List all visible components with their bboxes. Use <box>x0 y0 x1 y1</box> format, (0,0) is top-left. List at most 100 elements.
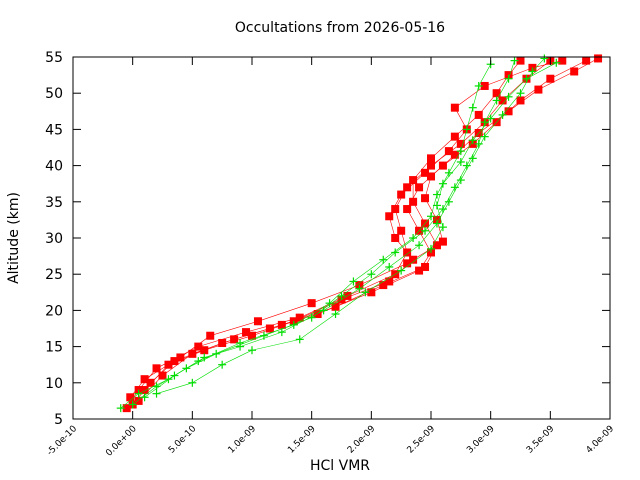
data-point-square <box>194 342 203 351</box>
data-point-plus <box>522 74 531 83</box>
data-point-plus <box>409 234 418 242</box>
series-1-profile-line <box>120 64 491 409</box>
data-point-plus <box>444 197 453 206</box>
data-point-plus <box>504 74 513 83</box>
data-point-square <box>134 396 143 405</box>
data-point-plus <box>277 328 286 337</box>
data-point-plus <box>248 346 256 355</box>
data-point-plus <box>498 110 507 119</box>
data-point-square <box>403 259 412 268</box>
data-point-square <box>421 168 430 177</box>
data-point-square <box>427 161 435 170</box>
data-point-plus <box>468 154 477 163</box>
y-tick-label: 25 <box>45 267 63 283</box>
data-point-plus <box>438 205 447 214</box>
data-point-plus <box>486 114 495 123</box>
data-point-square <box>391 234 400 242</box>
data-point-plus <box>307 313 316 322</box>
data-point-square <box>504 107 513 116</box>
data-point-plus <box>128 400 137 409</box>
data-point-square <box>200 346 209 355</box>
data-point-plus <box>474 139 483 148</box>
data-point-square <box>152 364 161 373</box>
data-point-square <box>397 190 406 199</box>
series-1-profile-line <box>156 62 557 394</box>
data-point-plus <box>504 92 513 101</box>
y-tick-label: 50 <box>45 86 63 102</box>
data-point-square <box>403 205 412 214</box>
data-point-square <box>450 132 459 141</box>
data-point-plus <box>134 389 143 398</box>
data-point-plus <box>289 320 298 329</box>
data-point-square <box>391 205 400 214</box>
data-point-plus <box>456 176 465 185</box>
data-point-plus <box>421 226 430 235</box>
data-point-square <box>450 103 459 112</box>
data-point-plus <box>116 404 125 413</box>
data-point-square <box>295 313 304 322</box>
data-point-plus <box>349 277 358 286</box>
data-point-square <box>385 277 394 286</box>
data-point-plus <box>510 56 519 65</box>
y-axis-label: Altitude (km) <box>6 192 22 284</box>
data-point-plus <box>415 241 424 250</box>
data-point-plus <box>456 157 465 166</box>
data-point-square <box>415 266 424 275</box>
data-point-square <box>122 404 131 413</box>
x-tick-label: 2.5e-09 <box>406 424 438 456</box>
data-point-plus <box>456 147 465 156</box>
data-point-plus <box>152 389 161 398</box>
data-point-square <box>331 302 340 311</box>
y-tick-label: 30 <box>45 231 63 247</box>
data-point-square <box>438 237 447 246</box>
y-tick-label: 35 <box>45 195 63 211</box>
plot-area <box>116 54 603 413</box>
y-tick-label: 45 <box>45 122 63 138</box>
data-point-plus <box>379 255 388 264</box>
data-point-plus <box>432 219 441 228</box>
data-point-square <box>516 96 525 105</box>
data-point-plus <box>355 284 364 293</box>
data-point-plus <box>331 310 340 319</box>
data-point-plus <box>438 223 447 232</box>
data-point-square <box>492 89 501 98</box>
data-point-square <box>218 338 227 347</box>
data-point-square <box>277 320 286 329</box>
data-point-plus <box>361 288 370 297</box>
data-point-plus <box>337 291 346 300</box>
series-1-profile-line <box>144 58 545 398</box>
data-point-square <box>409 176 418 185</box>
x-tick-label: 1.5e-09 <box>286 424 318 456</box>
data-point-plus <box>200 353 209 362</box>
x-tick-label: 1.0e-09 <box>227 424 259 456</box>
data-point-square <box>385 212 394 221</box>
data-point-square <box>444 147 453 156</box>
y-tick-label: 10 <box>45 376 63 392</box>
data-point-square <box>164 360 173 369</box>
data-point-plus <box>319 306 328 315</box>
data-point-square <box>415 183 424 192</box>
data-point-square <box>313 310 322 319</box>
data-point-plus <box>462 125 471 134</box>
x-axis-label: HCl VMR <box>310 458 370 474</box>
y-tick-label: 5 <box>54 412 63 428</box>
chart-title: Occultations from 2026-05-16 <box>235 20 445 36</box>
data-point-plus <box>528 67 537 76</box>
data-point-plus <box>516 89 525 98</box>
data-point-square <box>253 317 262 326</box>
data-point-square <box>570 67 579 76</box>
y-tick-label: 55 <box>45 50 63 66</box>
data-point-square <box>558 56 567 65</box>
data-point-plus <box>427 212 435 221</box>
series-0-profile-line <box>130 58 599 398</box>
data-point-square <box>403 183 412 192</box>
data-point-square <box>534 85 543 94</box>
data-point-square <box>516 56 525 65</box>
data-point-square <box>242 328 251 337</box>
data-point-plus <box>450 183 459 192</box>
data-point-plus <box>391 248 400 257</box>
data-point-square <box>582 56 591 65</box>
x-tick-label: 3.5e-09 <box>525 424 557 456</box>
data-point-square <box>409 255 418 264</box>
